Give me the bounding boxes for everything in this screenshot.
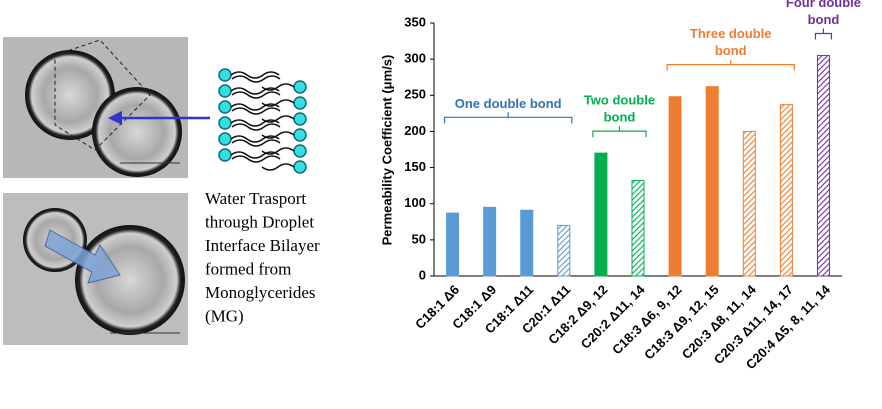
- y-tick-label: 0: [419, 267, 426, 282]
- group-label: bond: [604, 110, 636, 125]
- bar: [668, 96, 682, 277]
- y-tick-label: 100: [404, 195, 426, 210]
- bar: [557, 224, 571, 277]
- group-label: Two double: [584, 93, 655, 108]
- caption-line: (MG): [205, 306, 244, 325]
- caption-line: Monoglycerides: [205, 283, 315, 302]
- y-tick-label: 200: [404, 123, 426, 138]
- bar: [816, 55, 830, 277]
- y-tick-label: 250: [404, 87, 426, 102]
- y-tick-label: 150: [404, 159, 426, 174]
- group-bracket: [666, 59, 795, 71]
- y-tick-label: 50: [412, 231, 426, 246]
- group-label: Four double: [786, 0, 861, 10]
- caption-line: Interface Bilayer: [205, 236, 320, 255]
- bar: [446, 212, 460, 277]
- micrograph-top: [3, 37, 210, 178]
- bar: [742, 130, 756, 277]
- group-bracket: [592, 126, 647, 138]
- y-tick-label: 300: [404, 51, 426, 66]
- bar: [779, 104, 793, 277]
- caption-line: through Droplet: [205, 212, 314, 231]
- caption-line: Water Trasport: [205, 189, 306, 208]
- group-label: bond: [808, 12, 840, 27]
- bar: [705, 86, 719, 277]
- bar: [520, 209, 534, 277]
- group-bracket: [443, 112, 573, 124]
- y-axis-label: Permeability Coefficient (μm/s): [379, 55, 394, 246]
- group-label: bond: [715, 43, 747, 58]
- bar: [483, 206, 497, 277]
- y-tick-label: 350: [404, 14, 426, 29]
- caption: Water Trasport through Droplet Interface B…: [205, 189, 320, 326]
- micrograph-bottom: [3, 193, 188, 345]
- group-label: Three double: [690, 26, 772, 41]
- group-label: One double bond: [455, 96, 562, 111]
- bar: [594, 152, 608, 277]
- caption-line: formed from: [205, 259, 291, 278]
- x-tick-label: C20:2 Δ11, 14: [578, 281, 648, 351]
- bar: [631, 180, 645, 277]
- group-bracket: [814, 28, 833, 40]
- lipid-diagram: [218, 68, 307, 174]
